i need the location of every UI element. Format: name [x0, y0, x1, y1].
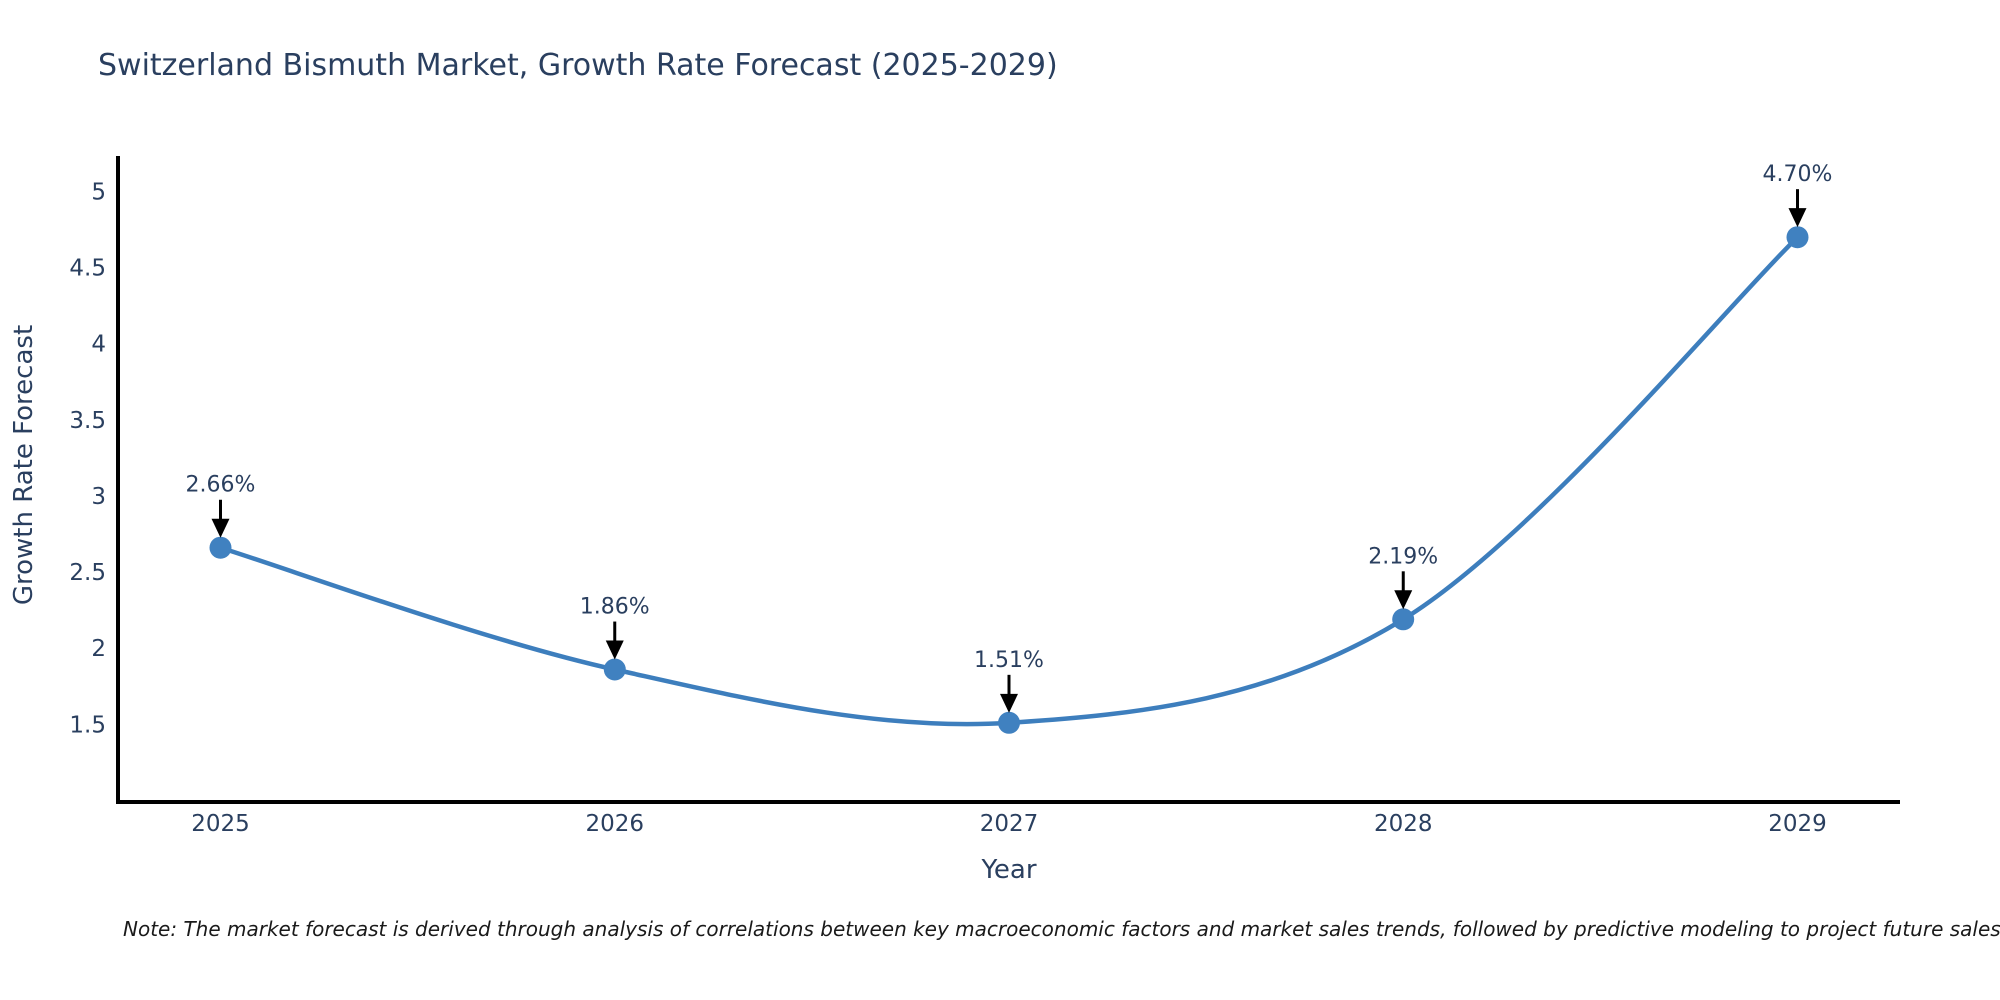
data-point-marker — [1392, 608, 1415, 631]
y-tick-label: 4 — [91, 332, 106, 358]
annotation-arrowhead — [1000, 693, 1018, 713]
footnote: Note: The market forecast is derived thr… — [123, 917, 2000, 941]
y-tick-label: 2 — [91, 636, 106, 662]
y-tick-label: 3.5 — [69, 408, 106, 434]
annotation-arrowhead — [605, 640, 624, 660]
x-axis-title: Year — [980, 855, 1036, 885]
annotation-arrowhead — [1394, 590, 1413, 610]
annotation-arrowhead — [211, 518, 230, 538]
chart-title: Switzerland Bismuth Market, Growth Rate … — [98, 48, 1058, 83]
y-tick-label: 4.5 — [69, 256, 106, 282]
data-point-annotation: 4.70% — [1763, 162, 1833, 187]
data-point-annotation: 1.51% — [974, 648, 1044, 673]
data-point-marker — [1786, 226, 1809, 249]
x-tick-label: 2028 — [1374, 811, 1433, 837]
data-point-annotation: 2.19% — [1368, 544, 1438, 569]
axis-tick-labels: 1.5 2 2.5 3 3.5 4 4.5 5 2025 2026 2027 2028 2029 — [69, 179, 1826, 837]
data-point-annotation: 1.86% — [580, 595, 650, 620]
x-tick-label: 2029 — [1768, 811, 1827, 837]
data-point-marker — [209, 536, 232, 559]
y-axis-title: Growth Rate Forecast — [9, 325, 39, 605]
annotation-arrowhead — [1788, 208, 1807, 228]
data-point-annotation: 2.66% — [186, 473, 256, 498]
data-point-marker — [603, 658, 626, 681]
x-tick-label: 2026 — [585, 811, 644, 837]
x-tick-label: 2025 — [191, 811, 250, 837]
y-tick-label: 3 — [91, 484, 106, 510]
point-annotations: 2.66% 1.86% 1.51% 2.19% 4.70% — [186, 162, 1833, 713]
data-point-marker — [998, 711, 1020, 734]
y-tick-label: 2.5 — [69, 560, 106, 586]
y-tick-label: 5 — [91, 179, 106, 205]
y-tick-label: 1.5 — [69, 712, 106, 738]
x-tick-label: 2027 — [980, 811, 1039, 837]
data-series — [209, 226, 1809, 734]
